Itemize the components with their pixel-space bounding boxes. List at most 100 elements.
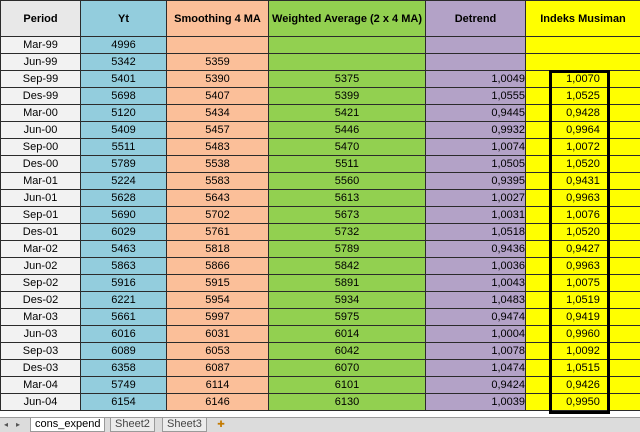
header-yt[interactable]: Yt (81, 1, 167, 37)
cell-indeks-musiman[interactable]: 0,9950 (526, 394, 640, 411)
cell-detrend[interactable]: 1,0036 (426, 258, 526, 275)
cell-smoothing[interactable]: 5997 (167, 309, 269, 326)
cell-weighted-average[interactable]: 6070 (269, 360, 426, 377)
cell-indeks-musiman[interactable] (526, 54, 640, 71)
cell-yt[interactable]: 5916 (81, 275, 167, 292)
cell-smoothing[interactable]: 5915 (167, 275, 269, 292)
cell-yt[interactable]: 5698 (81, 88, 167, 105)
cell-detrend[interactable]: 1,0483 (426, 292, 526, 309)
cell-indeks-musiman[interactable]: 1,0072 (526, 139, 640, 156)
tab-sheet2[interactable]: Sheet2 (110, 418, 155, 432)
cell-yt[interactable]: 5409 (81, 122, 167, 139)
cell-detrend[interactable]: 1,0518 (426, 224, 526, 241)
header-period[interactable]: Period (1, 1, 81, 37)
cell-period[interactable]: Sep-02 (1, 275, 81, 292)
cell-indeks-musiman[interactable]: 1,0070 (526, 71, 640, 88)
cell-yt[interactable]: 6016 (81, 326, 167, 343)
cell-period[interactable]: Mar-99 (1, 37, 81, 54)
cell-smoothing[interactable]: 5434 (167, 105, 269, 122)
cell-yt[interactable]: 5628 (81, 190, 167, 207)
cell-weighted-average[interactable]: 5842 (269, 258, 426, 275)
cell-smoothing[interactable]: 5390 (167, 71, 269, 88)
cell-detrend[interactable]: 1,0004 (426, 326, 526, 343)
header-indeks-musiman[interactable]: Indeks Musiman (526, 1, 640, 37)
tab-sheet3[interactable]: Sheet3 (162, 418, 207, 432)
cell-weighted-average[interactable]: 5934 (269, 292, 426, 309)
cell-period[interactable]: Jun-00 (1, 122, 81, 139)
cell-weighted-average[interactable]: 5789 (269, 241, 426, 258)
cell-smoothing[interactable]: 6053 (167, 343, 269, 360)
cell-weighted-average[interactable]: 5446 (269, 122, 426, 139)
cell-yt[interactable]: 6154 (81, 394, 167, 411)
cell-period[interactable]: Jun-99 (1, 54, 81, 71)
cell-weighted-average[interactable]: 5975 (269, 309, 426, 326)
cell-indeks-musiman[interactable]: 0,9960 (526, 326, 640, 343)
cell-detrend[interactable]: 1,0505 (426, 156, 526, 173)
header-smoothing-4ma[interactable]: Smoothing 4 MA (167, 1, 269, 37)
cell-yt[interactable]: 5749 (81, 377, 167, 394)
tab-scroll-right-icon[interactable]: ▸ (16, 418, 20, 432)
cell-weighted-average[interactable]: 5732 (269, 224, 426, 241)
cell-weighted-average[interactable]: 5399 (269, 88, 426, 105)
cell-smoothing[interactable]: 5538 (167, 156, 269, 173)
cell-yt[interactable]: 4996 (81, 37, 167, 54)
tab-scroll-left-icon[interactable]: ◂ (4, 418, 8, 432)
cell-detrend[interactable]: 1,0043 (426, 275, 526, 292)
cell-indeks-musiman[interactable]: 1,0092 (526, 343, 640, 360)
cell-yt[interactable]: 5511 (81, 139, 167, 156)
cell-period[interactable]: Jun-01 (1, 190, 81, 207)
cell-indeks-musiman[interactable]: 0,9428 (526, 105, 640, 122)
cell-period[interactable]: Des-01 (1, 224, 81, 241)
cell-detrend[interactable]: 1,0078 (426, 343, 526, 360)
cell-period[interactable]: Des-02 (1, 292, 81, 309)
cell-smoothing[interactable]: 5818 (167, 241, 269, 258)
cell-indeks-musiman[interactable] (526, 37, 640, 54)
cell-detrend[interactable]: 1,0555 (426, 88, 526, 105)
cell-smoothing[interactable]: 6114 (167, 377, 269, 394)
cell-period[interactable]: Des-03 (1, 360, 81, 377)
cell-indeks-musiman[interactable]: 0,9963 (526, 190, 640, 207)
cell-smoothing[interactable]: 5954 (167, 292, 269, 309)
cell-detrend[interactable] (426, 54, 526, 71)
cell-period[interactable]: Des-99 (1, 88, 81, 105)
cell-yt[interactable]: 5863 (81, 258, 167, 275)
cell-weighted-average[interactable]: 5470 (269, 139, 426, 156)
cell-smoothing[interactable]: 5761 (167, 224, 269, 241)
cell-yt[interactable]: 5224 (81, 173, 167, 190)
cell-weighted-average[interactable]: 6042 (269, 343, 426, 360)
cell-detrend[interactable]: 1,0049 (426, 71, 526, 88)
cell-yt[interactable]: 6358 (81, 360, 167, 377)
cell-detrend[interactable]: 0,9932 (426, 122, 526, 139)
cell-indeks-musiman[interactable]: 0,9419 (526, 309, 640, 326)
cell-yt[interactable]: 5401 (81, 71, 167, 88)
cell-detrend[interactable]: 1,0074 (426, 139, 526, 156)
cell-yt[interactable]: 5789 (81, 156, 167, 173)
cell-indeks-musiman[interactable]: 1,0519 (526, 292, 640, 309)
cell-period[interactable]: Jun-04 (1, 394, 81, 411)
cell-yt[interactable]: 6221 (81, 292, 167, 309)
cell-period[interactable]: Sep-01 (1, 207, 81, 224)
cell-detrend[interactable]: 0,9436 (426, 241, 526, 258)
cell-smoothing[interactable]: 5702 (167, 207, 269, 224)
cell-weighted-average[interactable] (269, 37, 426, 54)
cell-weighted-average[interactable]: 5560 (269, 173, 426, 190)
cell-detrend[interactable]: 0,9445 (426, 105, 526, 122)
cell-weighted-average[interactable]: 5511 (269, 156, 426, 173)
cell-yt[interactable]: 5661 (81, 309, 167, 326)
cell-indeks-musiman[interactable]: 1,0520 (526, 156, 640, 173)
cell-period[interactable]: Jun-03 (1, 326, 81, 343)
cell-detrend[interactable]: 0,9424 (426, 377, 526, 394)
tab-cons-expend[interactable]: cons_expend (30, 418, 105, 432)
cell-period[interactable]: Sep-00 (1, 139, 81, 156)
cell-smoothing[interactable]: 5643 (167, 190, 269, 207)
cell-detrend[interactable]: 1,0039 (426, 394, 526, 411)
cell-period[interactable]: Sep-03 (1, 343, 81, 360)
cell-weighted-average[interactable]: 5673 (269, 207, 426, 224)
cell-indeks-musiman[interactable]: 1,0075 (526, 275, 640, 292)
cell-detrend[interactable]: 0,9474 (426, 309, 526, 326)
cell-smoothing[interactable] (167, 37, 269, 54)
cell-indeks-musiman[interactable]: 1,0515 (526, 360, 640, 377)
cell-detrend[interactable]: 1,0031 (426, 207, 526, 224)
cell-yt[interactable]: 6089 (81, 343, 167, 360)
header-detrend[interactable]: Detrend (426, 1, 526, 37)
